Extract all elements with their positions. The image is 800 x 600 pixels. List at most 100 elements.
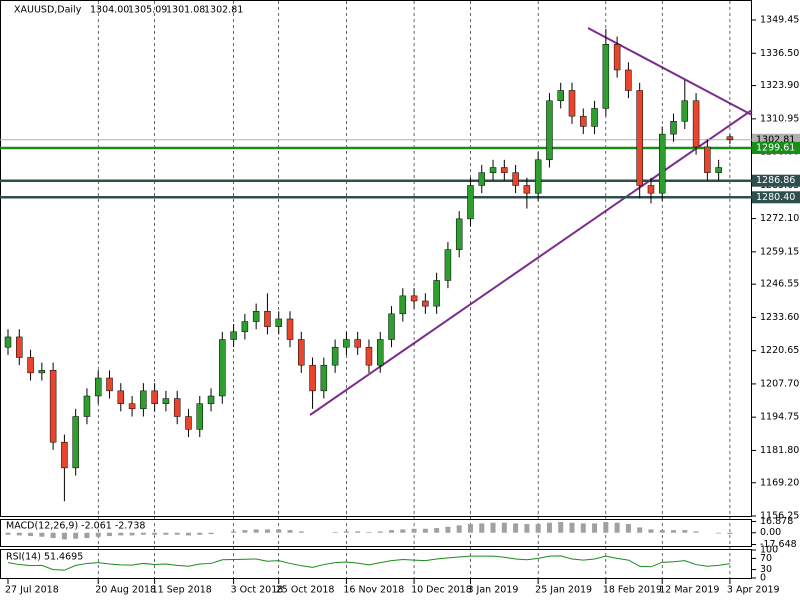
y-tick-label: 1233.60 [760,312,799,323]
macd-bar [73,532,79,539]
macd-bar [558,522,564,533]
macd-bar [84,532,90,539]
candle-body [422,300,429,307]
macd-bar [61,532,67,540]
candle-body [658,133,666,194]
y-tick-label: 1349.45 [760,15,799,26]
macd-bar [716,532,722,534]
candle-body [692,100,700,148]
macd-bar [343,531,349,533]
candle-body [670,121,677,135]
macd-bar [366,532,372,533]
macd-bar [422,528,428,533]
macd-bar [389,530,395,533]
macd-bar [50,532,56,539]
candle-body [365,346,373,366]
candle-body [512,172,519,186]
x-tick-label: 11 Sep 2018 [152,585,212,596]
macd-bar [332,532,338,533]
candle-body [196,403,204,430]
macd-bar [445,526,451,533]
level-box [752,174,800,187]
macd-frame [0,519,752,547]
candle-body [410,295,418,302]
macd-bar [185,532,191,536]
macd-bar [513,523,519,533]
candle-body [252,311,260,322]
y-tick-label: 1169.20 [760,477,799,488]
ohlc: 1302.81 [204,5,243,16]
x-tick-label: 12 Mar 2019 [659,585,719,596]
level-box [752,141,800,154]
level-label: 1280.40 [756,192,795,203]
candle-body [523,185,531,194]
y-tick-label: 70 [760,553,772,564]
y-tick-label: 1181.80 [760,445,799,456]
macd-bar [659,530,665,533]
candle-body [354,339,361,348]
macd-bar [648,529,654,533]
candle-body [455,218,463,250]
x-tick-label: 16 Nov 2018 [343,585,404,596]
macd-bar [524,524,530,533]
candle-body [27,357,34,374]
x-tick-label: 3 Oct 2018 [231,585,284,596]
ohlc: 1305.09 [128,5,167,16]
y-tick-label: 1246.55 [760,279,799,290]
level-label: 1302.81 [756,134,795,145]
y-tick-label: 1156.25 [760,511,799,522]
macd-bar [682,530,688,533]
candle-body [568,90,576,117]
macd-bar [490,522,496,533]
candle-body [647,185,655,194]
macd-bar [298,531,304,533]
macd-bar [479,523,485,533]
macd-bar [231,531,237,533]
candle-body [388,313,395,340]
candle-body [602,44,610,109]
candle-body [704,146,711,173]
symbol: XAUUSD,Daily [14,5,82,16]
y-tick-label: 1323.90 [760,80,799,91]
macd-bar [377,531,383,533]
candle-body [467,185,474,220]
ohlc: 1304.00 [90,5,129,16]
x-tick-label: 27 Jul 2018 [5,585,59,596]
macd-bar [569,522,575,533]
macd-bar [603,522,609,533]
candle-body [286,318,294,340]
macd-bar [174,532,180,535]
candle-body [275,318,282,327]
y-tick-label: 100 [760,545,778,556]
candle-body [613,44,621,71]
candle-body [376,339,384,366]
candle-body [4,336,12,348]
x-tick-label: 20 Aug 2018 [95,585,156,596]
x-tick-label: 10 Dec 2018 [411,585,472,596]
macd-bar [107,532,113,537]
macd-bar [400,529,406,533]
candle-body [433,280,440,307]
candle-body [399,295,407,315]
candle-body [38,370,46,374]
y-tick-label: 1259.15 [760,246,799,257]
y-tick-label: 1272.10 [760,213,799,224]
macd-bar [355,531,361,533]
macd-bar [152,532,158,535]
macd-bar [129,532,135,536]
candle-body [331,346,339,366]
macd-bar [592,523,598,533]
macd-bar [276,529,282,533]
macd-bar [411,528,417,533]
macd-bar [467,524,473,533]
y-tick-label: 30 [760,564,772,575]
y-tick-label: 0.00 [760,527,781,538]
candle-body [298,339,305,366]
macd-bar [264,529,270,533]
macd-label: MACD(12,26,9) -2.061 -2.738 [6,521,145,532]
y-tick-label: 16.878 [760,516,793,527]
macd-bar [580,523,586,533]
macd-bar [727,532,733,535]
candle-body [343,339,350,348]
y-tick-label: 1194.75 [760,412,799,423]
